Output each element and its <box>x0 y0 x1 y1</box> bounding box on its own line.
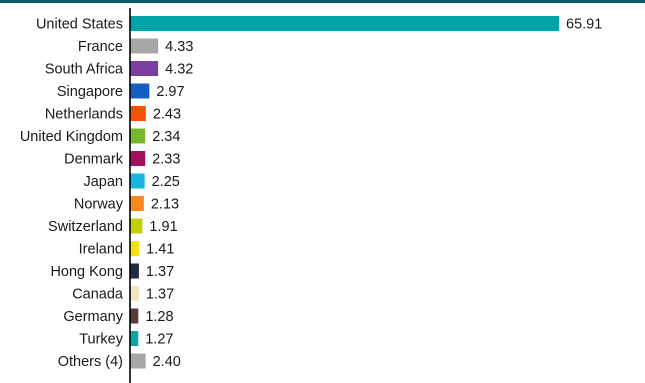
value-label-germany: 1.28 <box>145 309 173 325</box>
category-label-france: France <box>78 39 123 55</box>
category-label-united-kingdom: United Kingdom <box>20 129 123 145</box>
value-label-united-states: 65.91 <box>566 17 602 33</box>
category-label-turkey: Turkey <box>79 332 124 348</box>
category-label-others-4: Others (4) <box>58 354 123 370</box>
bar-france <box>130 38 159 54</box>
bar-south-africa <box>130 61 159 76</box>
bar-united-states <box>130 16 559 31</box>
value-label-japan: 2.25 <box>152 174 180 190</box>
category-label-norway: Norway <box>74 197 124 213</box>
bar-hong-kong <box>130 263 139 279</box>
category-label-united-states: United States <box>36 17 123 33</box>
bar-germany <box>130 308 139 324</box>
value-label-united-kingdom: 2.34 <box>152 129 180 145</box>
bar-singapore <box>130 83 150 99</box>
value-label-denmark: 2.33 <box>152 152 180 168</box>
value-label-canada: 1.37 <box>146 287 174 303</box>
category-label-hong-kong: Hong Kong <box>50 264 123 280</box>
category-label-japan: Japan <box>83 174 123 190</box>
bar-ireland <box>130 241 140 256</box>
category-label-south-africa: South Africa <box>45 62 124 78</box>
value-label-france: 4.33 <box>165 39 193 55</box>
value-label-south-africa: 4.32 <box>165 62 193 78</box>
bar-canada <box>130 286 139 301</box>
bar-united-kingdom <box>130 128 146 144</box>
bar-netherlands <box>130 106 146 121</box>
value-label-netherlands: 2.43 <box>153 107 181 123</box>
bar-turkey <box>130 331 139 346</box>
bar-others-4 <box>130 353 146 369</box>
category-label-singapore: Singapore <box>57 84 123 100</box>
category-label-switzerland: Switzerland <box>48 219 123 235</box>
value-label-switzerland: 1.91 <box>149 219 177 235</box>
value-label-others-4: 2.40 <box>153 354 181 370</box>
value-label-turkey: 1.27 <box>145 332 173 348</box>
category-label-netherlands: Netherlands <box>45 107 123 123</box>
value-label-norway: 2.13 <box>151 197 179 213</box>
value-label-singapore: 2.97 <box>156 84 184 100</box>
category-label-canada: Canada <box>72 287 124 303</box>
value-label-hong-kong: 1.37 <box>146 264 174 280</box>
category-label-germany: Germany <box>63 309 123 325</box>
bar-norway <box>130 196 144 211</box>
top-rule <box>0 0 645 3</box>
category-label-denmark: Denmark <box>64 152 124 168</box>
bar-denmark <box>130 151 146 166</box>
category-label-ireland: Ireland <box>79 242 123 258</box>
bar-japan <box>130 173 145 189</box>
value-label-ireland: 1.41 <box>146 242 174 258</box>
bar-switzerland <box>130 218 143 234</box>
